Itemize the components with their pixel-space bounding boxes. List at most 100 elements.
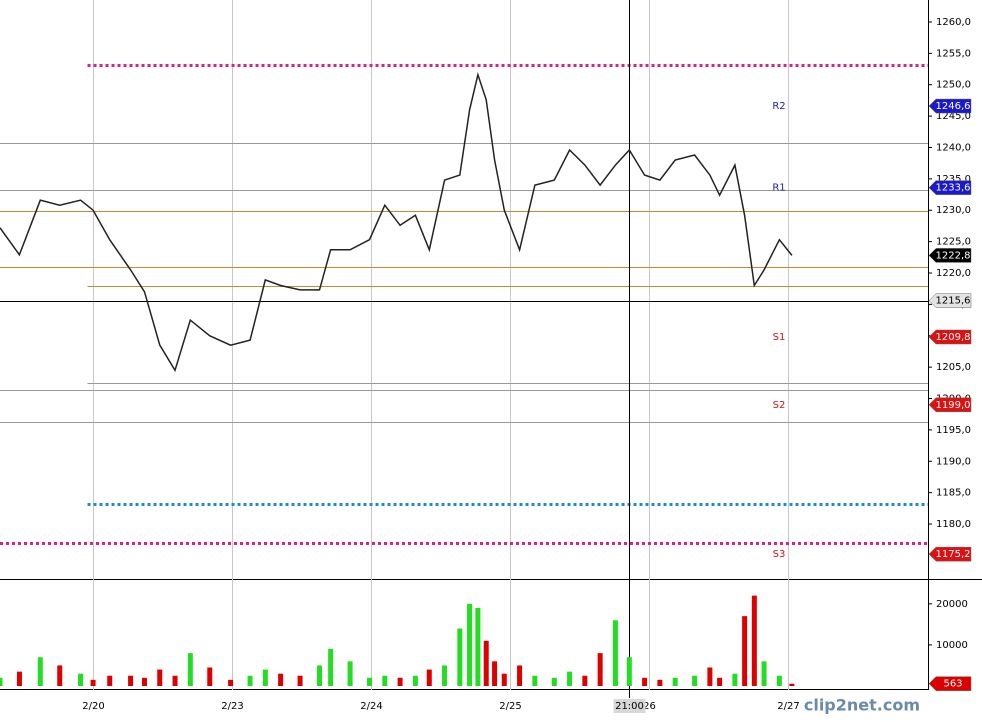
volume-bar	[16, 671, 22, 686]
y-tick-label: 1195,0	[936, 425, 971, 436]
level-name: R2	[772, 101, 785, 112]
volume-bar	[707, 667, 713, 686]
volume-bar	[442, 665, 448, 686]
level-tag-box	[928, 397, 972, 413]
y-tick-label: 1190,0	[936, 456, 971, 467]
x-tick-label: 2/20	[82, 701, 104, 712]
volume-bar	[187, 653, 193, 686]
level-tag-box	[928, 180, 972, 195]
level-tag-box	[928, 98, 972, 114]
volume-bar	[467, 603, 473, 686]
volume-bar	[517, 665, 523, 686]
volume-bar	[742, 616, 748, 686]
volume-bar	[228, 679, 234, 686]
level-tag: 1209,8	[936, 332, 971, 343]
level-tag: 1199,0	[936, 400, 971, 411]
volume-bar	[157, 669, 163, 686]
y-tick-label: 1185,0	[936, 488, 971, 499]
volume-bar	[732, 673, 738, 686]
y-tick-label: 1255,0	[936, 48, 971, 59]
volume-bar	[382, 675, 388, 686]
volume-bar	[761, 661, 767, 686]
volume-bar	[37, 657, 43, 686]
volume-bar	[776, 675, 782, 686]
y-tick-label: 1260,0	[936, 17, 971, 28]
volume-bar	[78, 673, 84, 686]
volume-bar	[597, 653, 603, 686]
x-tick-label: 2/23	[221, 701, 243, 712]
volume-bar	[317, 665, 323, 686]
price-tag-box	[928, 293, 972, 308]
volume-bar	[397, 677, 403, 686]
volume-bar	[367, 677, 373, 686]
x-tick-label: 2/27	[777, 701, 799, 712]
crosshair-label: 21:00	[615, 701, 644, 712]
x-tick-label: 26	[643, 701, 656, 712]
y-tick-label: 1240,0	[936, 142, 971, 153]
volume-bar	[426, 669, 432, 686]
level-tag: 1233,6	[936, 183, 971, 194]
volume-bar	[692, 675, 698, 686]
volume-bar	[483, 640, 489, 686]
x-tick-label: 2/25	[499, 701, 521, 712]
volume-bar	[347, 661, 353, 686]
volume-bar	[582, 675, 588, 686]
level-name: S2	[773, 400, 786, 411]
crosshair-label-box	[613, 699, 646, 713]
volume-bar	[672, 677, 678, 686]
y-tick-label: 1225,0	[936, 237, 971, 248]
level-tag: 1246,6	[936, 101, 971, 112]
y-tick-label: 1230,0	[936, 205, 971, 216]
y-tick-label: 20000	[936, 599, 968, 610]
y-tick-label: 1220,0	[936, 268, 971, 279]
y-tick-label: 1235,0	[936, 174, 971, 185]
volume-bar	[457, 628, 463, 686]
volume-bar	[207, 667, 213, 686]
volume-bar	[262, 669, 268, 686]
volume-bar	[612, 620, 618, 686]
volume-bar	[789, 683, 795, 686]
watermark: clip2net.com	[804, 696, 920, 715]
volume-bar	[532, 675, 538, 686]
volume-bar	[657, 679, 663, 686]
price-line	[0, 71, 793, 373]
volume-bar	[475, 607, 481, 686]
volume-bar	[57, 665, 63, 686]
volume-bar	[751, 595, 757, 686]
volume-bar	[278, 673, 284, 686]
level-name: S1	[773, 332, 786, 343]
price-tag: 1215,6	[936, 296, 971, 307]
x-tick-label: 2/24	[360, 701, 382, 712]
level-name: R1	[772, 183, 785, 194]
volume-bar	[0, 677, 3, 686]
price-tag: 1222,8	[936, 250, 971, 261]
level-tag-box	[928, 329, 972, 345]
volume-bar	[412, 675, 418, 686]
volume-bar	[626, 657, 632, 686]
y-tick-label: 1245,0	[936, 111, 971, 122]
volume-bar	[297, 675, 303, 686]
y-tick-label: 1250,0	[936, 80, 971, 91]
volume-bar	[128, 675, 134, 686]
y-tick-label: 1205,0	[936, 362, 971, 373]
price-tag-box	[928, 248, 972, 263]
volume-bar	[328, 649, 334, 686]
volume-bar	[90, 679, 96, 686]
volume-bar	[247, 675, 253, 686]
volume-tag: 563	[943, 679, 962, 690]
y-tick-label: 1180,0	[936, 519, 971, 530]
volume-bar	[642, 677, 648, 686]
volume-bar	[492, 661, 498, 686]
volume-bar	[551, 677, 557, 686]
volume-bar	[172, 675, 178, 686]
volume-tag-box	[928, 676, 972, 691]
level-tag-box	[928, 546, 972, 562]
level-tag: 1175,2	[936, 549, 971, 560]
level-name: S3	[773, 549, 786, 560]
volume-bar	[717, 677, 723, 686]
volume-bar	[107, 675, 113, 686]
volume-bar	[567, 671, 573, 686]
volume-bar	[141, 677, 147, 686]
